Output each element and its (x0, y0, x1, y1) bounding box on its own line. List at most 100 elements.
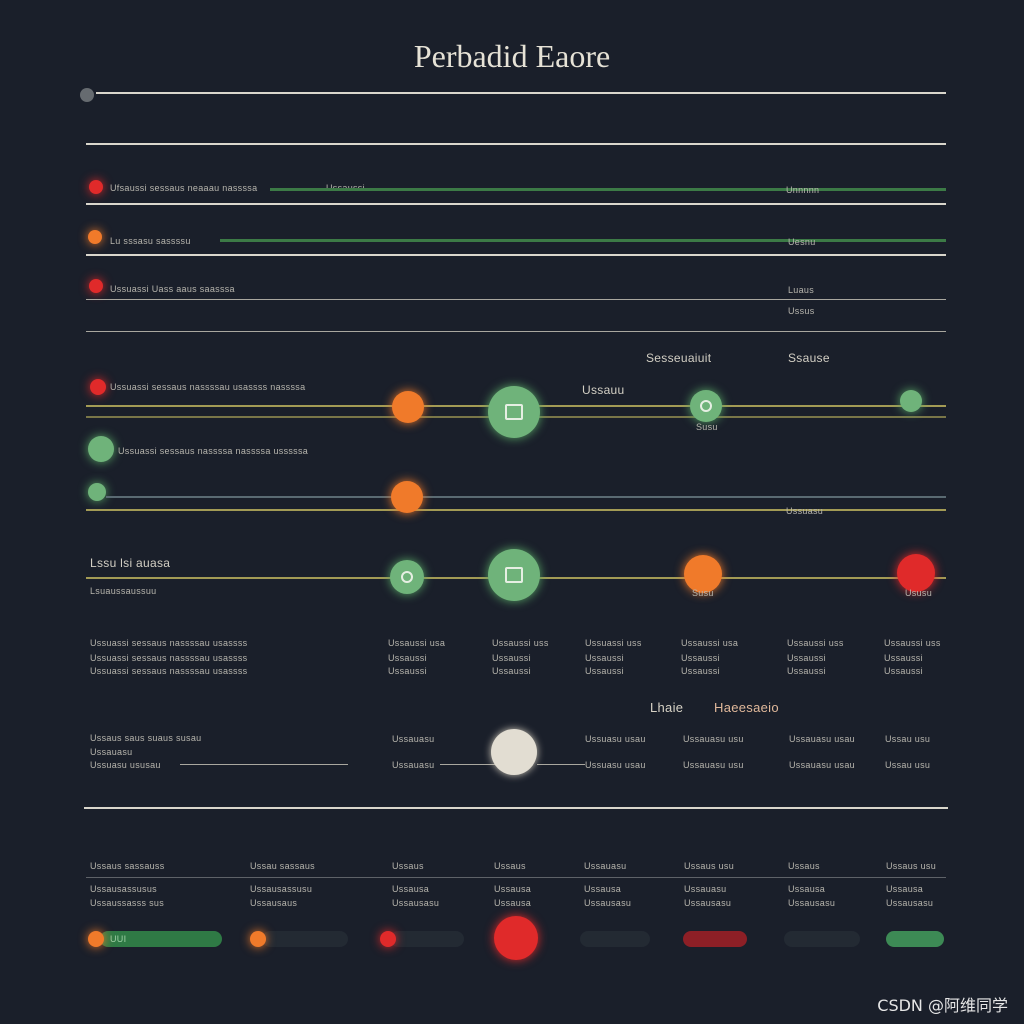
selected-node[interactable] (491, 729, 537, 775)
document-icon (505, 404, 523, 420)
status-dot[interactable] (89, 279, 103, 293)
grid-cell: Ussuassi sessaus nassssau usassss (90, 666, 248, 676)
timeline-node[interactable] (897, 554, 935, 592)
status-dot[interactable] (90, 379, 106, 395)
divider (84, 807, 948, 809)
footer-text: Ussausasu (886, 898, 934, 908)
row-value: Uesnu (788, 237, 816, 247)
footer-text: Ussaus (494, 861, 526, 871)
status-dot[interactable] (89, 180, 103, 194)
node-caption: Susu (696, 422, 718, 432)
footer-text: Ussausa (494, 884, 532, 894)
progress-bar[interactable] (390, 931, 464, 947)
status-dot[interactable] (88, 483, 106, 501)
status-node[interactable] (494, 916, 538, 960)
row-label: Ufsaussi sessaus neaaau nassssa (110, 183, 258, 193)
divider (86, 143, 946, 145)
grid-cell: Ussaussi (787, 653, 826, 663)
timeline-node[interactable] (488, 549, 540, 601)
footer-text: Ussausassusu (250, 884, 313, 894)
progress-bar[interactable] (784, 931, 860, 947)
timeline-handle[interactable] (80, 88, 94, 102)
divider (180, 764, 348, 765)
progress-track (270, 188, 946, 191)
progress-bar[interactable] (100, 931, 222, 947)
footer-text: Ussausassusus (90, 884, 157, 894)
row-label: Ussuassi sessaus nassssa nassssa usssssa (118, 446, 309, 456)
grid-cell: Ussuassi uss (585, 638, 642, 648)
progress-label: UUI (110, 934, 127, 944)
divider (86, 203, 946, 205)
grid-cell: Ussuassi sessaus nassssau usassss (90, 653, 248, 663)
footer-text: Ussausasu (392, 898, 440, 908)
timeline-node[interactable] (488, 386, 540, 438)
lower-text: Ussauasu usu (683, 734, 744, 744)
divider (537, 764, 585, 765)
timeline-node[interactable] (392, 391, 424, 423)
footer-text: Ussaus sassauss (90, 861, 165, 871)
timeline-node[interactable] (391, 481, 423, 513)
timeline-node[interactable] (690, 390, 722, 422)
node-caption: Susu (692, 588, 714, 598)
status-dot[interactable] (250, 931, 266, 947)
footer-text: Ussausa (584, 884, 622, 894)
footer-text: Ussausa (494, 898, 532, 908)
timeline-node[interactable] (900, 390, 922, 412)
row-value: Ussuasu (786, 506, 824, 516)
divider (86, 877, 946, 878)
lower-text: Ussau usu (885, 734, 931, 744)
lower-text: Ussuasu ususau (90, 760, 161, 770)
footer-text: Ussausaus (250, 898, 298, 908)
divider (440, 764, 500, 765)
document-icon (505, 567, 523, 583)
lower-text: Ussauasu (392, 760, 435, 770)
footer-text: Ussausasu (788, 898, 836, 908)
footer-text: Ussaus usu (886, 861, 937, 871)
footer-text: Ussaus (392, 861, 424, 871)
progress-bar[interactable] (580, 931, 650, 947)
grid-cell: Ussaussi (585, 653, 624, 663)
lower-text: Ussauasu usau (789, 734, 855, 744)
status-dot[interactable] (380, 931, 396, 947)
status-dot[interactable] (88, 931, 104, 947)
row-label: Lu sssasu sassssu (110, 236, 191, 246)
grid-cell: Ussaussi (884, 666, 923, 676)
grid-cell: Ussaussi (585, 666, 624, 676)
section-header: Sesseuaiuit (646, 351, 712, 365)
grid-cell: Ussaussi (787, 666, 826, 676)
lower-text: Ussaus saus suaus susau (90, 733, 202, 743)
footer-text: Ussausa (788, 884, 826, 894)
status-dot[interactable] (88, 436, 114, 462)
grid-cell: Ussaussi uss (492, 638, 549, 648)
timeline-line (106, 496, 946, 498)
grid-cell: Ussaussi (681, 653, 720, 663)
progress-bar[interactable] (886, 931, 944, 947)
info-icon (700, 400, 712, 412)
footer-text: Ussaussasss sus (90, 898, 165, 908)
footer-text: Ussausasu (684, 898, 732, 908)
grid-cell: Ussaussi (388, 666, 427, 676)
grid-cell: Ussaussi (884, 653, 923, 663)
section-header: Haeesaeio (714, 700, 779, 715)
lower-text: Ussauasu (392, 734, 435, 744)
grid-cell: Ussuassi sessaus nassssau usassss (90, 638, 248, 648)
row-label: Ussuassi sessaus nassssau usassss nassss… (110, 382, 306, 392)
footer-text: Ussaus (788, 861, 820, 871)
info-icon (401, 571, 413, 583)
divider (86, 299, 946, 300)
section-header: Ssause (788, 351, 830, 365)
row-label: Ussuassi Uass aaus saasssa (110, 284, 235, 294)
timeline-node[interactable] (684, 555, 722, 593)
grid-cell: Ussaussi usa (681, 638, 739, 648)
status-dot[interactable] (88, 230, 102, 244)
footer-text: Ussausasu (584, 898, 632, 908)
progress-bar[interactable] (683, 931, 747, 947)
divider (96, 92, 946, 94)
timeline-node[interactable] (390, 560, 424, 594)
lower-text: Ussauasu (90, 747, 133, 757)
row-value: Unnnnn (786, 185, 820, 195)
progress-bar[interactable] (262, 931, 348, 947)
section-header: Lhaie (650, 700, 684, 715)
row-sublabel: Lsuaussaussuu (90, 586, 157, 596)
grid-cell: Ussaussi uss (884, 638, 941, 648)
